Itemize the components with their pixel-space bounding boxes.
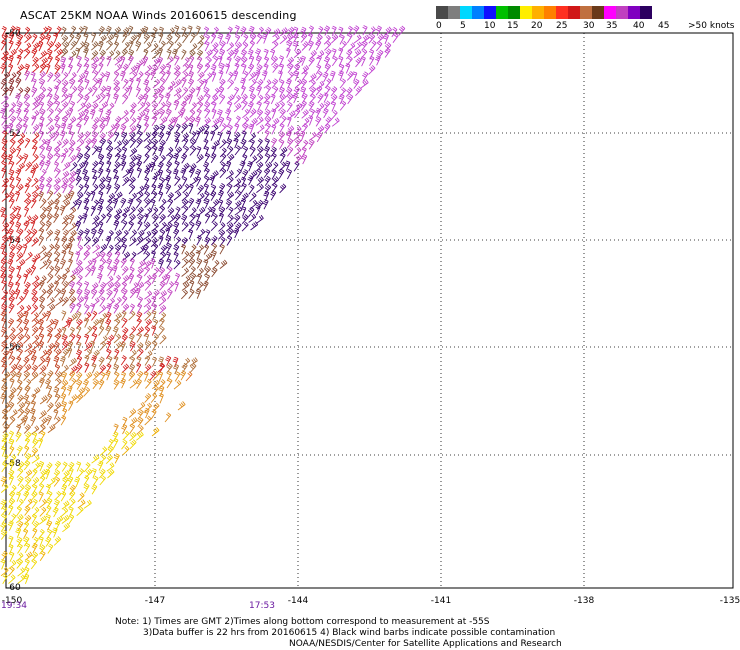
time-mid: 17:53 (249, 601, 275, 611)
colorbar-segment (508, 6, 520, 19)
colorbar-segment (580, 6, 592, 19)
colorbar-label: 5 (460, 21, 466, 31)
colorbar-label: 40 (633, 21, 645, 31)
map-frame (5, 32, 734, 589)
y-axis-label: -52 (6, 129, 21, 139)
colorbar-segment (628, 6, 640, 19)
wind-speed-colorbar (436, 6, 652, 19)
colorbar-label: >50 knots (688, 21, 735, 31)
colorbar-label: 35 (606, 21, 618, 31)
colorbar-segment (556, 6, 568, 19)
colorbar-label: 10 (484, 21, 496, 31)
colorbar-segment (532, 6, 544, 19)
x-axis-label: -144 (288, 596, 309, 606)
note-line-1: Note: 1) Times are GMT 2)Times along bot… (115, 617, 490, 627)
colorbar-segment (496, 6, 508, 19)
colorbar-segment (520, 6, 532, 19)
x-axis-label: -147 (145, 596, 165, 606)
x-axis-label: -141 (431, 596, 451, 606)
colorbar-segment (568, 6, 580, 19)
colorbar-label: 45 (658, 21, 670, 31)
colorbar-label: 20 (531, 21, 543, 31)
x-axis-label: -150 (2, 596, 23, 606)
colorbar-segment (640, 6, 652, 19)
colorbar-label: 15 (507, 21, 519, 31)
colorbar-segment (616, 6, 628, 19)
colorbar-segment (472, 6, 484, 19)
colorbar-label: 25 (556, 21, 568, 31)
y-axis-label: -60 (6, 583, 21, 593)
y-axis-label: -54 (6, 236, 21, 246)
colorbar-segment (436, 6, 448, 19)
graticule (6, 32, 733, 588)
y-axis-label: -56 (6, 343, 21, 353)
time-left: 19:34 (1, 601, 27, 611)
colorbar-label: 30 (583, 21, 595, 31)
note-line-2: 3)Data buffer is 22 hrs from 20160615 4)… (143, 628, 556, 638)
note-line-3: NOAA/NESDIS/Center for Satellite Applica… (289, 639, 562, 649)
wind-barbs (0, 24, 406, 585)
colorbar-label: 0 (436, 21, 442, 31)
colorbar-segment (592, 6, 604, 19)
colorbar-segment (484, 6, 496, 19)
colorbar-segment (544, 6, 556, 19)
y-axis-label: -50 (6, 29, 21, 39)
colorbar-segment (460, 6, 472, 19)
map-title: ASCAT 25KM NOAA Winds 20160615 descendin… (20, 9, 297, 22)
colorbar-segment (604, 6, 616, 19)
x-axis-label: -135 (720, 596, 740, 606)
colorbar-segment (448, 6, 460, 19)
x-axis-label: -138 (574, 596, 595, 606)
